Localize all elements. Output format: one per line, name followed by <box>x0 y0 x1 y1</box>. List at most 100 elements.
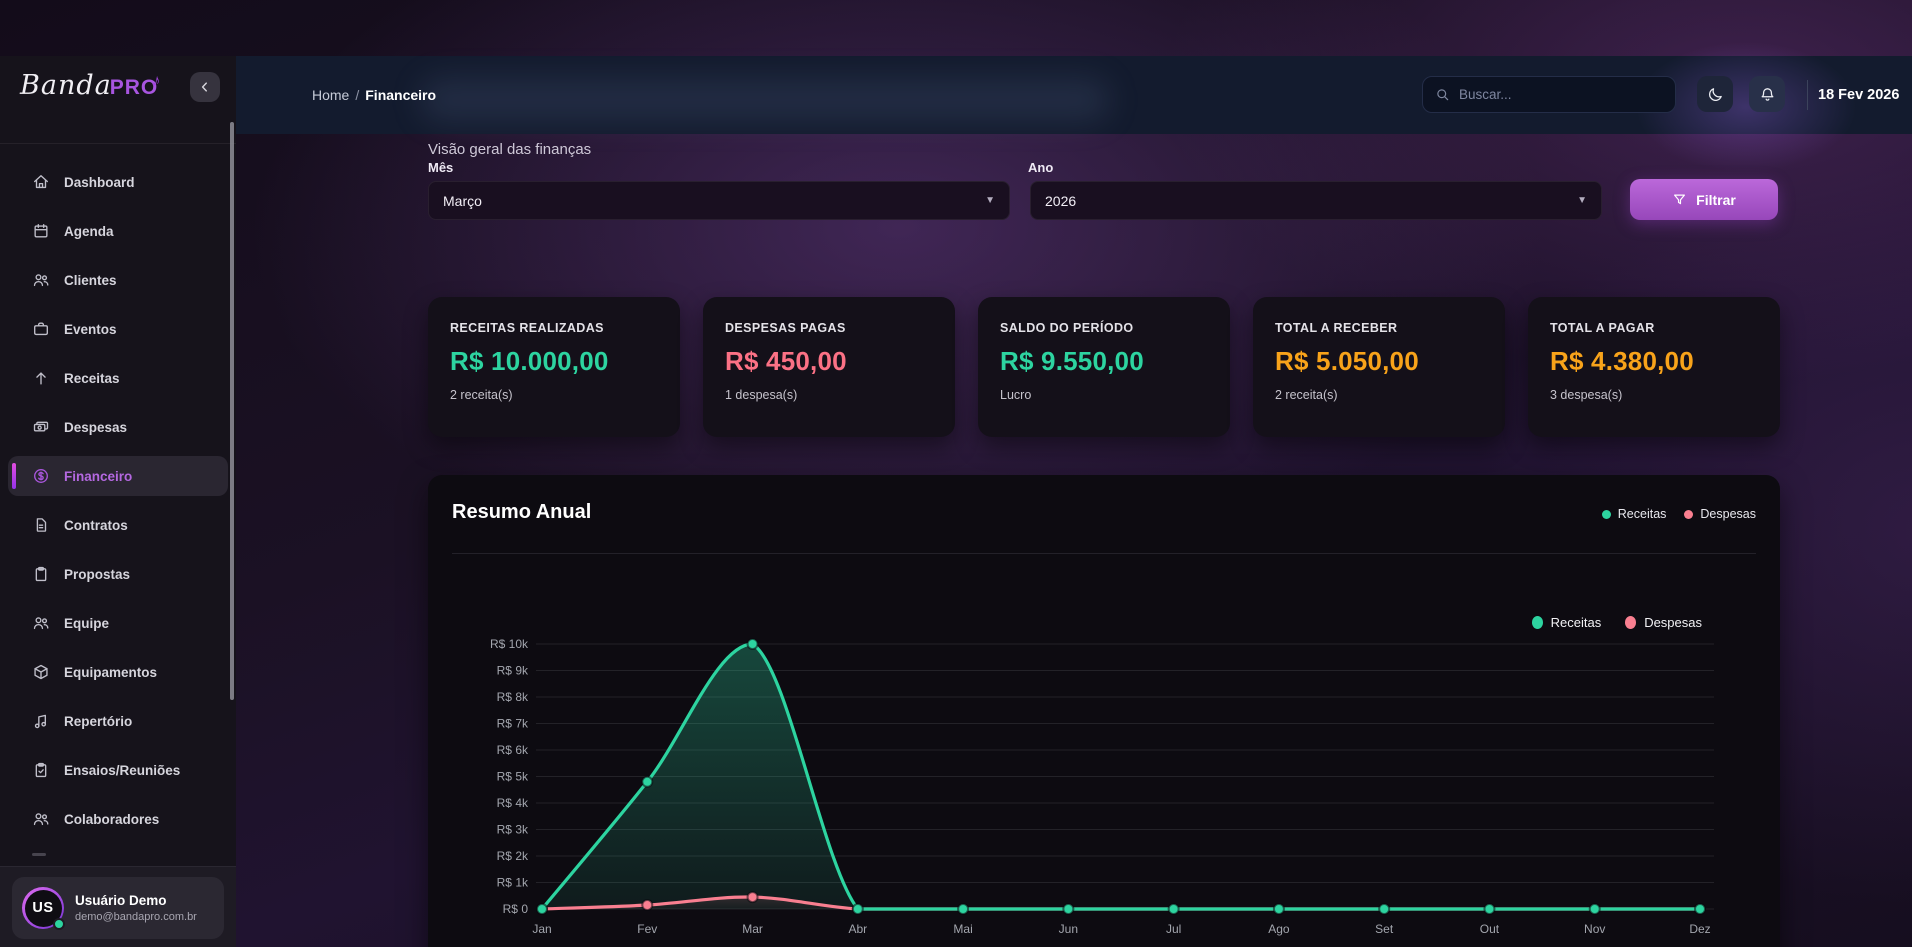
plot-legend: Receitas Despesas <box>1532 615 1702 630</box>
stat-sub: 2 receita(s) <box>1275 388 1483 402</box>
point-receitas <box>1379 904 1389 914</box>
avatar: US <box>22 887 64 929</box>
legend-item-despesas[interactable]: Despesas <box>1625 615 1702 630</box>
point-receitas <box>748 639 758 649</box>
sidebar-item-contratos[interactable]: Contratos <box>8 505 228 545</box>
y-tick-label: R$ 10k <box>490 637 529 651</box>
y-tick-label: R$ 9k <box>497 664 529 678</box>
sidebar-menu: Dashboard Agenda Clientes Eventos Receitas De… <box>8 162 228 848</box>
sidebar-item-label: Equipe <box>64 616 109 631</box>
stat-value: R$ 10.000,00 <box>450 346 658 377</box>
current-date: 18 Fev 2026 <box>1818 87 1899 103</box>
filter-button[interactable]: Filtrar <box>1630 179 1778 220</box>
home-icon <box>32 173 50 191</box>
legend-item-receitas[interactable]: Receitas <box>1602 507 1667 521</box>
user-card[interactable]: US Usuário Demo demo@bandapro.com.br <box>12 877 224 939</box>
y-tick-label: R$ 8k <box>497 690 529 704</box>
document-icon <box>32 516 50 534</box>
notifications-button[interactable] <box>1749 76 1785 112</box>
year-select[interactable]: 2026 ▼ <box>1030 181 1602 220</box>
users-icon <box>32 614 50 632</box>
legend-label: Receitas <box>1618 507 1667 521</box>
bell-icon <box>1759 86 1776 103</box>
sidebar-item-propostas[interactable]: Propostas <box>8 554 228 594</box>
panel-legend: Receitas Despesas <box>1602 507 1756 521</box>
x-tick-label: Out <box>1480 922 1500 936</box>
theme-toggle-button[interactable] <box>1697 76 1733 112</box>
sidebar-item-label: Equipamentos <box>64 665 157 680</box>
brand-script: Banda <box>20 70 112 101</box>
moon-icon <box>1707 86 1724 103</box>
stat-card: RECEITAS REALIZADASR$ 10.000,002 receita… <box>428 297 680 437</box>
search-icon <box>1435 87 1450 102</box>
sidebar-item-eventos[interactable]: Eventos <box>8 309 228 349</box>
y-tick-label: R$ 4k <box>497 796 529 810</box>
month-select-value: Março <box>443 193 482 209</box>
user-info: Usuário Demo demo@bandapro.com.br <box>75 893 197 923</box>
point-despesas <box>642 900 652 910</box>
sidebar-item-label: Receitas <box>64 371 120 386</box>
y-tick-label: R$ 2k <box>497 849 529 863</box>
sidebar-item-despesas[interactable]: Despesas <box>8 407 228 447</box>
stat-card: TOTAL A PAGARR$ 4.380,003 despesa(s) <box>1528 297 1780 437</box>
x-tick-label: Fev <box>637 922 657 936</box>
stat-sub: 1 despesa(s) <box>725 388 933 402</box>
stat-value: R$ 4.380,00 <box>1550 346 1758 377</box>
legend-dot <box>1625 616 1636 629</box>
sidebar-item-financeiro[interactable]: Financeiro <box>8 456 228 496</box>
sidebar-item-label: Dashboard <box>64 175 135 190</box>
dollar-circle-icon <box>32 467 50 485</box>
annual-summary-panel: Resumo Anual ReceitasDespesas ReceitasDe… <box>428 475 1780 947</box>
sidebar-item-equipamentos[interactable]: Equipamentos <box>8 652 228 692</box>
cash-icon <box>32 418 50 436</box>
brand-logo: BandaPRO♪ <box>20 70 161 101</box>
x-tick-label: Jul <box>1166 922 1181 936</box>
stat-label: DESPESAS PAGAS <box>725 321 933 335</box>
sidebar: BandaPRO♪ Dashboard Agenda Clientes Eventos… <box>0 56 236 947</box>
sidebar-item-repertorio[interactable]: Repertório <box>8 701 228 741</box>
music-icon <box>32 712 50 730</box>
sidebar-item-equipe[interactable]: Equipe <box>8 603 228 643</box>
calendar-icon <box>32 222 50 240</box>
point-receitas <box>1169 904 1179 914</box>
month-select[interactable]: Março ▼ <box>428 181 1010 220</box>
x-tick-label: Set <box>1375 922 1394 936</box>
breadcrumb-home-link[interactable]: Home <box>312 87 349 103</box>
sidebar-item-label: Clientes <box>64 273 117 288</box>
point-receitas <box>1484 904 1494 914</box>
user-section: US Usuário Demo demo@bandapro.com.br <box>0 866 236 947</box>
legend-label: Despesas <box>1700 507 1756 521</box>
sidebar-item-dashboard[interactable]: Dashboard <box>8 162 228 202</box>
stat-card: SALDO DO PERÍODOR$ 9.550,00Lucro <box>978 297 1230 437</box>
sidebar-scrollbar[interactable] <box>230 122 234 700</box>
search-input[interactable] <box>1459 87 1663 102</box>
breadcrumb-current: Financeiro <box>365 87 436 103</box>
sidebar-item-ensaios-reunioes[interactable]: Ensaios/Reuniões <box>8 750 228 790</box>
year-label: Ano <box>1028 160 1053 175</box>
point-receitas <box>1063 904 1073 914</box>
y-tick-label: R$ 7k <box>497 717 529 731</box>
chevron-down-icon: ▼ <box>1577 195 1587 206</box>
chevron-left-icon <box>197 79 213 95</box>
sidebar-item-colaboradores[interactable]: Colaboradores <box>8 799 228 839</box>
sidebar-collapse-button[interactable] <box>190 72 220 102</box>
x-tick-label: Jan <box>532 922 551 936</box>
sidebar-item-agenda[interactable]: Agenda <box>8 211 228 251</box>
stat-sub: 2 receita(s) <box>450 388 658 402</box>
legend-item-despesas[interactable]: Despesas <box>1684 507 1756 521</box>
x-tick-label: Mar <box>742 922 763 936</box>
arrow-up-icon <box>32 369 50 387</box>
x-tick-label: Dez <box>1689 922 1710 936</box>
user-email: demo@bandapro.com.br <box>75 911 197 923</box>
sidebar-item-label: Colaboradores <box>64 812 159 827</box>
sidebar-item-clientes[interactable]: Clientes <box>8 260 228 300</box>
legend-dot <box>1602 510 1611 519</box>
legend-item-receitas[interactable]: Receitas <box>1532 615 1602 630</box>
legend-label: Despesas <box>1644 615 1702 630</box>
funnel-icon <box>1672 192 1687 207</box>
sidebar-item-receitas[interactable]: Receitas <box>8 358 228 398</box>
annual-line-chart: R$ 0R$ 1kR$ 2kR$ 3kR$ 4kR$ 5kR$ 6kR$ 7kR… <box>428 555 1780 947</box>
page-subtitle: Visão geral das finanças <box>428 141 591 158</box>
stat-card: TOTAL A RECEBERR$ 5.050,002 receita(s) <box>1253 297 1505 437</box>
breadcrumb: Home/Financeiro <box>312 87 436 103</box>
